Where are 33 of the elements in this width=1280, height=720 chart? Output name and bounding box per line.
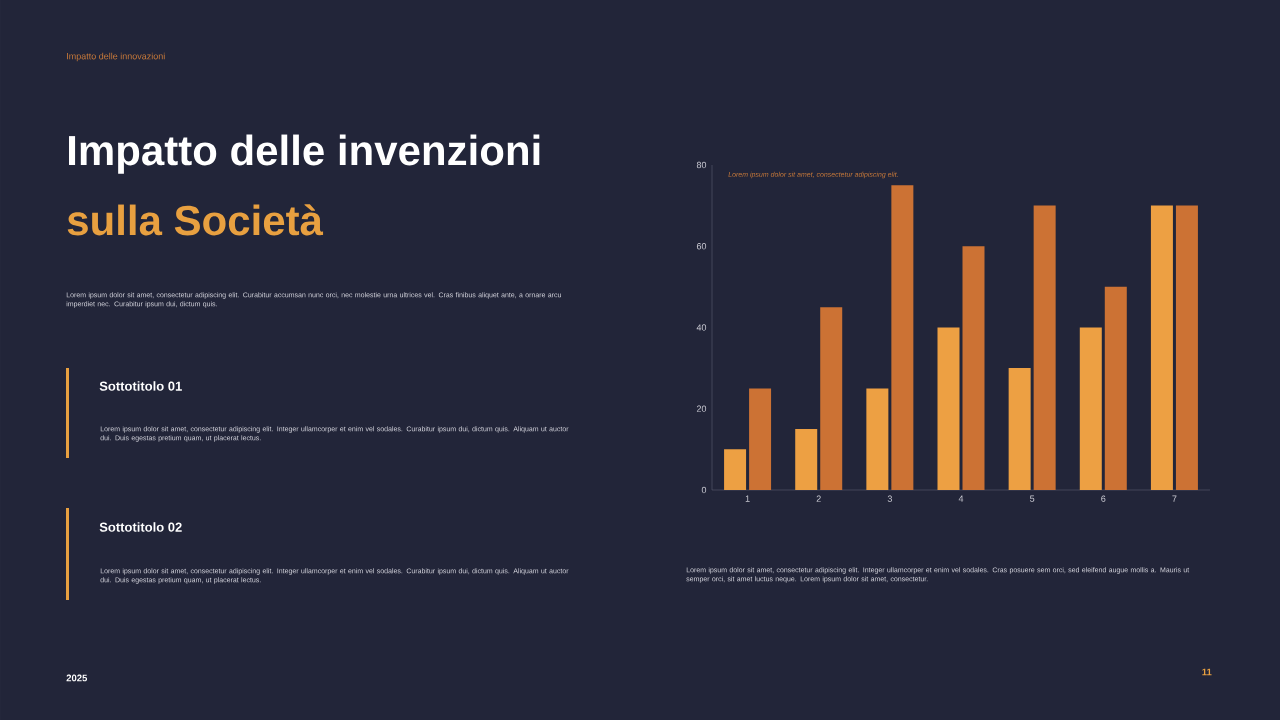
bar — [820, 307, 843, 490]
y-tick-label: 60 — [696, 243, 707, 250]
bar — [1008, 368, 1031, 490]
bar — [749, 388, 772, 490]
y-tick-label: 40 — [696, 324, 707, 331]
bar — [1150, 205, 1173, 490]
text: sulla Società — [67, 204, 324, 236]
text: 2025 — [66, 674, 88, 682]
y-tick-label: 0 — [701, 486, 707, 494]
bar — [1079, 327, 1102, 490]
x-tick-label: 2 — [816, 495, 821, 502]
x-tick-label: 1 — [745, 495, 750, 502]
bar — [937, 327, 960, 490]
y-tick-label: 80 — [696, 161, 707, 169]
bar — [724, 449, 747, 490]
x-tick-label: 7 — [1172, 495, 1177, 502]
bar — [1033, 205, 1056, 490]
text: Sottotitolo 02 — [99, 522, 182, 532]
x-tick-label: 4 — [958, 495, 964, 502]
x-tick-label: 6 — [1101, 495, 1106, 502]
bar — [1175, 205, 1198, 490]
text: Impatto delle invenzioni — [69, 134, 540, 174]
bar — [1104, 286, 1127, 490]
text: 11 — [1202, 668, 1212, 676]
bar — [962, 246, 985, 490]
text: Impatto delle innovazioni — [67, 52, 165, 62]
bar — [866, 388, 889, 490]
x-tick-label: 5 — [1030, 495, 1035, 502]
bar — [891, 185, 914, 490]
y-tick-label: 20 — [696, 405, 707, 412]
bar — [795, 429, 818, 490]
x-tick-label: 3 — [887, 495, 892, 502]
text: Sottotitolo 01 — [99, 381, 182, 391]
